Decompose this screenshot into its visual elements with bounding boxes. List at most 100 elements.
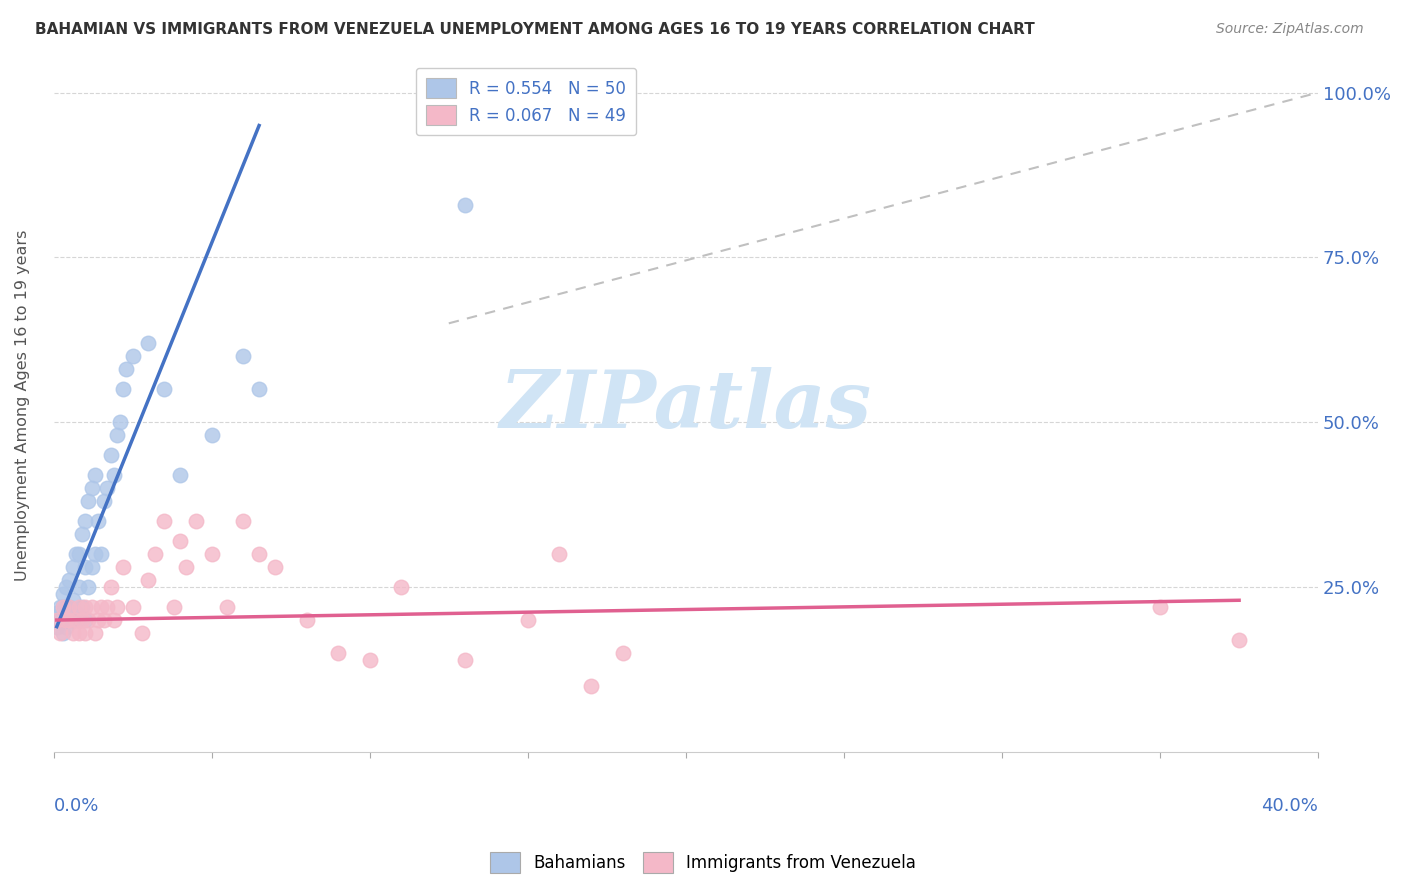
Point — [70, 599, 93, 614]
Point — [55, 599, 77, 614]
Point — [112, 382, 135, 396]
Point — [45, 613, 67, 627]
Point — [579, 679, 602, 693]
Point — [612, 646, 634, 660]
Y-axis label: Unemployment Among Ages 16 to 19 years: Unemployment Among Ages 16 to 19 years — [15, 230, 30, 582]
Point — [131, 626, 153, 640]
Point — [49, 626, 72, 640]
Point — [58, 599, 80, 614]
Point — [138, 574, 160, 588]
Text: ZIPatlas: ZIPatlas — [499, 367, 872, 444]
Point — [58, 599, 80, 614]
Point — [232, 514, 254, 528]
Point — [75, 599, 97, 614]
Point — [83, 467, 105, 482]
Point — [112, 560, 135, 574]
Point — [77, 613, 100, 627]
Point — [77, 580, 100, 594]
Point — [201, 428, 224, 442]
Point — [52, 599, 75, 614]
Point — [65, 607, 87, 621]
Point — [264, 560, 287, 574]
Point — [80, 599, 103, 614]
Point — [100, 580, 122, 594]
Point — [93, 613, 115, 627]
Point — [247, 547, 270, 561]
Point — [77, 494, 100, 508]
Point — [247, 382, 270, 396]
Point — [201, 547, 224, 561]
Point — [67, 613, 90, 627]
Point — [105, 599, 128, 614]
Point — [169, 533, 191, 548]
Text: 0.0%: 0.0% — [53, 797, 98, 815]
Point — [96, 599, 118, 614]
Point — [516, 613, 538, 627]
Point — [45, 607, 67, 621]
Point — [70, 613, 93, 627]
Point — [80, 560, 103, 574]
Point — [143, 547, 166, 561]
Point — [52, 599, 75, 614]
Point — [232, 349, 254, 363]
Point — [70, 527, 93, 541]
Point — [67, 547, 90, 561]
Point — [52, 626, 75, 640]
Point — [75, 514, 97, 528]
Point — [67, 626, 90, 640]
Point — [45, 620, 67, 634]
Point — [169, 467, 191, 482]
Point — [153, 382, 176, 396]
Point — [359, 652, 381, 666]
Point — [105, 428, 128, 442]
Point — [87, 514, 110, 528]
Point — [55, 620, 77, 634]
Point — [83, 626, 105, 640]
Point — [62, 626, 84, 640]
Point — [90, 599, 112, 614]
Point — [326, 646, 349, 660]
Point — [80, 481, 103, 495]
Text: BAHAMIAN VS IMMIGRANTS FROM VENEZUELA UNEMPLOYMENT AMONG AGES 16 TO 19 YEARS COR: BAHAMIAN VS IMMIGRANTS FROM VENEZUELA UN… — [35, 22, 1035, 37]
Point — [93, 494, 115, 508]
Point — [1227, 632, 1250, 647]
Point — [65, 547, 87, 561]
Point — [49, 613, 72, 627]
Point — [103, 467, 125, 482]
Point — [138, 336, 160, 351]
Point — [75, 626, 97, 640]
Point — [217, 599, 239, 614]
Point — [75, 613, 97, 627]
Point — [90, 547, 112, 561]
Point — [176, 560, 198, 574]
Point — [295, 613, 318, 627]
Point — [121, 349, 143, 363]
Point — [87, 613, 110, 627]
Point — [108, 415, 131, 429]
Point — [184, 514, 207, 528]
Point — [121, 599, 143, 614]
Point — [62, 613, 84, 627]
Point — [103, 613, 125, 627]
Point — [62, 593, 84, 607]
Point — [58, 613, 80, 627]
Point — [96, 481, 118, 495]
Point — [83, 547, 105, 561]
Point — [115, 362, 138, 376]
Point — [453, 652, 475, 666]
Point — [55, 580, 77, 594]
Point — [49, 599, 72, 614]
Legend: Bahamians, Immigrants from Venezuela: Bahamians, Immigrants from Venezuela — [484, 846, 922, 880]
Point — [75, 560, 97, 574]
Point — [58, 574, 80, 588]
Point — [100, 448, 122, 462]
Point — [1149, 599, 1171, 614]
Point — [67, 599, 90, 614]
Point — [55, 613, 77, 627]
Text: 40.0%: 40.0% — [1261, 797, 1319, 815]
Point — [62, 560, 84, 574]
Legend: R = 0.554   N = 50, R = 0.067   N = 49: R = 0.554 N = 50, R = 0.067 N = 49 — [416, 68, 637, 136]
Point — [52, 587, 75, 601]
Point — [453, 197, 475, 211]
Point — [58, 613, 80, 627]
